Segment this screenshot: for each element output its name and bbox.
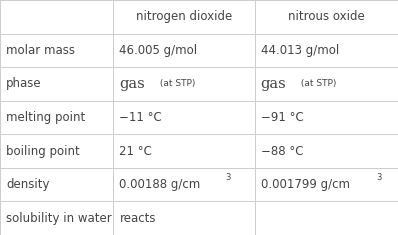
Text: nitrogen dioxide: nitrogen dioxide <box>136 10 232 23</box>
Text: gas: gas <box>119 77 145 91</box>
Text: nitrous oxide: nitrous oxide <box>288 10 365 23</box>
Text: molar mass: molar mass <box>6 44 75 57</box>
Text: density: density <box>6 178 49 191</box>
Text: boiling point: boiling point <box>6 145 80 158</box>
Text: solubility in water: solubility in water <box>6 212 112 225</box>
Text: −11 °C: −11 °C <box>119 111 162 124</box>
Text: melting point: melting point <box>6 111 85 124</box>
Text: −91 °C: −91 °C <box>261 111 303 124</box>
Text: gas: gas <box>261 77 287 91</box>
Text: −88 °C: −88 °C <box>261 145 303 158</box>
Text: phase: phase <box>6 77 42 90</box>
Text: 0.00188 g/cm: 0.00188 g/cm <box>119 178 201 191</box>
Text: 21 °C: 21 °C <box>119 145 152 158</box>
Text: (at STP): (at STP) <box>298 79 336 88</box>
Text: 3: 3 <box>225 173 230 182</box>
Text: 46.005 g/mol: 46.005 g/mol <box>119 44 197 57</box>
Text: 0.001799 g/cm: 0.001799 g/cm <box>261 178 350 191</box>
Text: 3: 3 <box>377 173 382 182</box>
Text: reacts: reacts <box>119 212 156 225</box>
Text: (at STP): (at STP) <box>156 79 195 88</box>
Text: 44.013 g/mol: 44.013 g/mol <box>261 44 339 57</box>
